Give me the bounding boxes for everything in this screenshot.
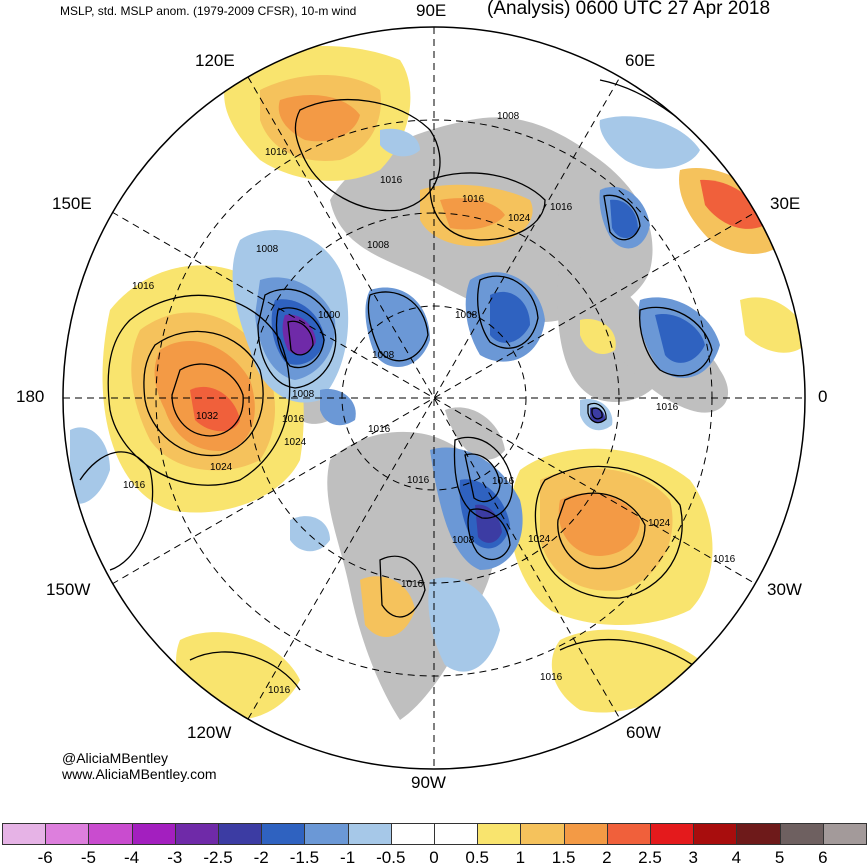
isobar-label: 1016 (713, 554, 736, 565)
colorbar-swatch (606, 823, 652, 845)
isobar-label: 1008 (455, 310, 478, 321)
colorbar-tick-label: -1.5 (289, 848, 320, 867)
isobar-labels: 1008 1016 1016 1016 1024 1016 1008 1016 … (123, 111, 736, 696)
colorbar-tick-label: -2.5 (203, 848, 233, 867)
lon-label-30w: 30W (767, 580, 802, 599)
isobar-label: 1024 (528, 534, 551, 545)
negative-anomalies (70, 116, 720, 672)
colorbar-swatch (304, 823, 349, 845)
colorbar-swatch (477, 823, 522, 845)
isobar-label: 1016 (123, 480, 146, 491)
colorbar-swatch (779, 823, 824, 845)
isobar-label: 1016 (401, 579, 424, 590)
map-title-left: MSLP, std. MSLP anom. (1979-2009 CFSR), … (60, 4, 357, 18)
isobar-label: 1016 (407, 475, 430, 486)
colorbar-swatch (45, 823, 90, 845)
isobar-label: 1008 (256, 244, 279, 255)
credit-website: www.AliciaMBentley.com (62, 766, 217, 782)
isobar-label: 1016 (380, 175, 403, 186)
isobar-label: 1000 (318, 310, 341, 321)
colorbar-swatch (434, 823, 479, 845)
colorbar-tick-label: -4 (124, 848, 140, 867)
isobar-label: 1032 (196, 411, 219, 422)
colorbar-swatch (650, 823, 695, 845)
isobar-label: 1008 (452, 535, 475, 546)
colorbar-swatch (693, 823, 738, 845)
isobar-label: 1024 (284, 437, 307, 448)
isobar-label: 1016 (462, 194, 485, 205)
colorbar-swatch (736, 823, 781, 845)
colorbar-swatch (174, 823, 220, 845)
colorbar-tick-label: 3 (688, 848, 698, 867)
map-title-right: (Analysis) 0600 UTC 27 Apr 2018 (487, 0, 771, 19)
colorbar-tick-label: 6 (818, 848, 828, 867)
colorbar-tick-label: 0 (429, 848, 439, 867)
colorbar-swatch (261, 823, 306, 845)
isobar-label: 1008 (372, 350, 395, 361)
colorbar-tick-label: 0.5 (465, 848, 490, 867)
graticule (63, 27, 805, 769)
lon-label-90w: 90W (411, 773, 446, 792)
lon-label-0: 0 (818, 387, 828, 406)
isobar-label: 1016 (368, 424, 391, 435)
credit-handle: @AliciaMBentley (62, 750, 169, 766)
lon-label-120e: 120E (195, 51, 235, 70)
isobar-label: 1024 (210, 462, 233, 473)
isobar-label: 1016 (265, 147, 288, 158)
colorbar-swatch (2, 823, 47, 845)
isobar-label: 1016 (282, 414, 305, 425)
polar-stereographic-map: 1008 1016 1016 1016 1024 1016 1008 1016 … (62, 26, 806, 770)
colorbar-tick-label: -5 (80, 848, 96, 867)
isobar-label: 1024 (508, 213, 531, 224)
colorbar-swatch (88, 823, 133, 845)
lon-label-60w: 60W (626, 723, 661, 742)
colorbar-tick-label: -1 (340, 848, 356, 867)
colorbar-swatch (347, 823, 392, 845)
isobar-label: 1016 (656, 402, 679, 413)
colorbar-swatch (218, 823, 263, 845)
isobar-label: 1016 (132, 281, 155, 292)
isobar-label: 1016 (268, 685, 291, 696)
colorbar-tick-label: -2 (253, 848, 269, 867)
colorbar (2, 823, 868, 845)
map-boundary (62, 26, 806, 770)
isobar-label: 1008 (367, 240, 390, 251)
colorbar-swatch (822, 823, 868, 845)
colorbar-swatch (563, 823, 608, 845)
colorbar-tick-label: 2.5 (638, 848, 662, 867)
lon-label-60e: 60E (625, 51, 656, 70)
isobar-label: 1016 (540, 672, 563, 683)
colorbar-swatch (520, 823, 565, 845)
colorbar-tick-label: 1.5 (551, 848, 576, 867)
lon-label-180: 180 (16, 387, 45, 406)
colorbar-tick-label: 2 (602, 848, 612, 867)
isobar-label: 1008 (292, 389, 315, 400)
colorbar-tick-label: -0.5 (376, 848, 406, 867)
lon-label-120w: 120W (187, 723, 232, 742)
colorbar-tick-label: 5 (774, 848, 785, 867)
lon-label-30e: 30E (770, 194, 801, 213)
isobar-label: 1016 (492, 476, 515, 487)
isobar-label: 1008 (497, 111, 520, 122)
colorbar-tick-label: 1 (515, 848, 526, 867)
colorbar-tick-label: 4 (731, 848, 742, 867)
colorbar-tick-label: -3 (167, 848, 183, 867)
lon-label-90e: 90E (416, 1, 447, 20)
lon-label-150w: 150W (46, 580, 91, 599)
colorbar-ticks: -6 -5 -4 -3 -2.5 -2 -1.5 -1 -0.5 0 0.5 1 1.5 2 2.5 3 4 5 6 (0, 848, 868, 867)
isobar-label-1024-east: 1024 (648, 518, 671, 529)
colorbar-swatch (131, 823, 176, 845)
colorbar-swatch (390, 823, 436, 845)
colorbar-tick-label: -6 (37, 848, 53, 867)
isobar-label: 1016 (550, 202, 573, 213)
lon-label-150e: 150E (52, 194, 92, 213)
